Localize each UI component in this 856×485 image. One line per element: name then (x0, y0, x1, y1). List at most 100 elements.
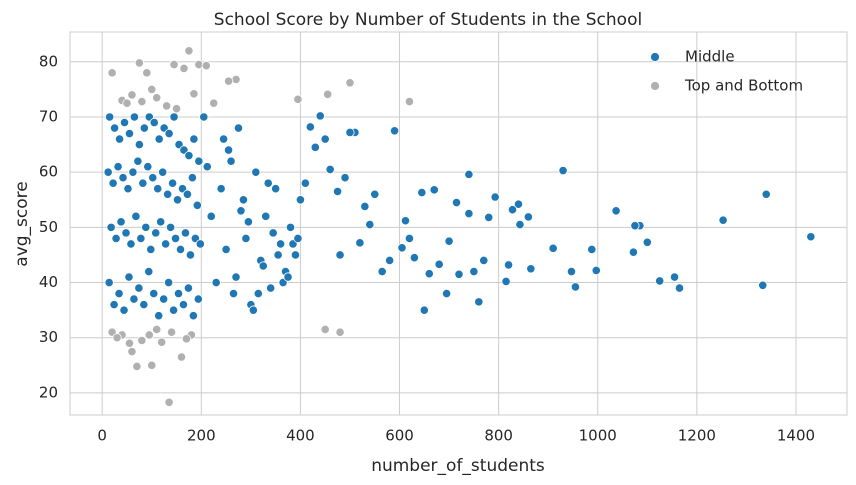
point (134, 58, 144, 68)
point (165, 222, 176, 232)
chart-title: School Score by Number of Students in th… (214, 10, 642, 30)
point (404, 233, 415, 244)
point (451, 197, 462, 208)
point (513, 199, 524, 209)
point (129, 112, 140, 122)
point (385, 255, 395, 266)
x-tick-label: 1000 (579, 427, 617, 445)
point (158, 167, 168, 177)
point (126, 239, 136, 249)
point (409, 253, 419, 263)
point (189, 89, 199, 99)
point (201, 61, 211, 71)
point (503, 260, 514, 270)
point (133, 156, 143, 166)
point (159, 294, 169, 304)
point (300, 178, 310, 188)
points (103, 46, 816, 407)
point (162, 101, 172, 111)
point (642, 237, 652, 247)
point (587, 244, 597, 255)
point (464, 208, 474, 219)
point (131, 211, 141, 221)
point (345, 78, 355, 88)
point (417, 187, 427, 198)
point (189, 134, 199, 144)
point (156, 217, 166, 227)
point (193, 294, 203, 304)
point (114, 288, 124, 299)
point (119, 117, 130, 128)
point (389, 126, 400, 136)
point (182, 189, 193, 199)
point (454, 269, 464, 279)
point (360, 201, 370, 211)
point (183, 283, 194, 293)
point (152, 93, 162, 103)
point (127, 90, 137, 100)
point (129, 294, 139, 304)
point (147, 84, 157, 94)
y-axis-label: avg_score (12, 181, 32, 266)
point (243, 217, 253, 227)
point (178, 300, 189, 310)
point (195, 239, 205, 249)
point (558, 165, 568, 176)
point (223, 145, 234, 155)
point (434, 259, 444, 269)
point (442, 288, 452, 299)
point (566, 266, 577, 277)
point (138, 178, 148, 188)
point (228, 288, 239, 299)
point (169, 112, 179, 122)
point (276, 239, 286, 249)
point (221, 244, 231, 255)
point (148, 173, 158, 183)
y-tick-label: 80 (39, 52, 58, 70)
point (175, 244, 186, 255)
point (127, 346, 137, 357)
point (171, 104, 182, 114)
point (231, 272, 241, 282)
point (154, 311, 164, 321)
point (323, 89, 333, 99)
point (548, 243, 558, 253)
x-axis-label: number_of_students (371, 456, 545, 476)
point (365, 220, 375, 230)
point (370, 189, 380, 199)
point (176, 352, 187, 362)
point (479, 255, 489, 266)
point (109, 300, 119, 310)
point (591, 265, 601, 276)
point (424, 269, 434, 279)
point (134, 283, 144, 293)
point (515, 220, 525, 230)
point (305, 122, 315, 132)
point (112, 333, 122, 343)
point (144, 330, 154, 340)
point (226, 156, 236, 166)
legend-label: Top and Bottom (684, 77, 803, 95)
point (122, 98, 132, 108)
point (325, 164, 335, 175)
point (283, 272, 293, 282)
legend-marker (650, 81, 660, 91)
point (377, 266, 387, 277)
point (188, 311, 198, 321)
point (202, 162, 212, 172)
point (674, 283, 685, 293)
point (469, 266, 479, 277)
point (128, 167, 138, 177)
y-tick-label: 30 (39, 328, 58, 346)
point (199, 112, 209, 122)
point (233, 123, 244, 133)
legend: Middle Top and Bottom (650, 48, 803, 95)
point (139, 123, 149, 133)
x-tick-label: 0 (97, 427, 107, 445)
y-tick-label: 50 (39, 218, 58, 236)
point (523, 212, 533, 222)
plot-area (69, 31, 848, 416)
point (271, 184, 281, 194)
point (169, 59, 179, 70)
point (147, 360, 157, 370)
